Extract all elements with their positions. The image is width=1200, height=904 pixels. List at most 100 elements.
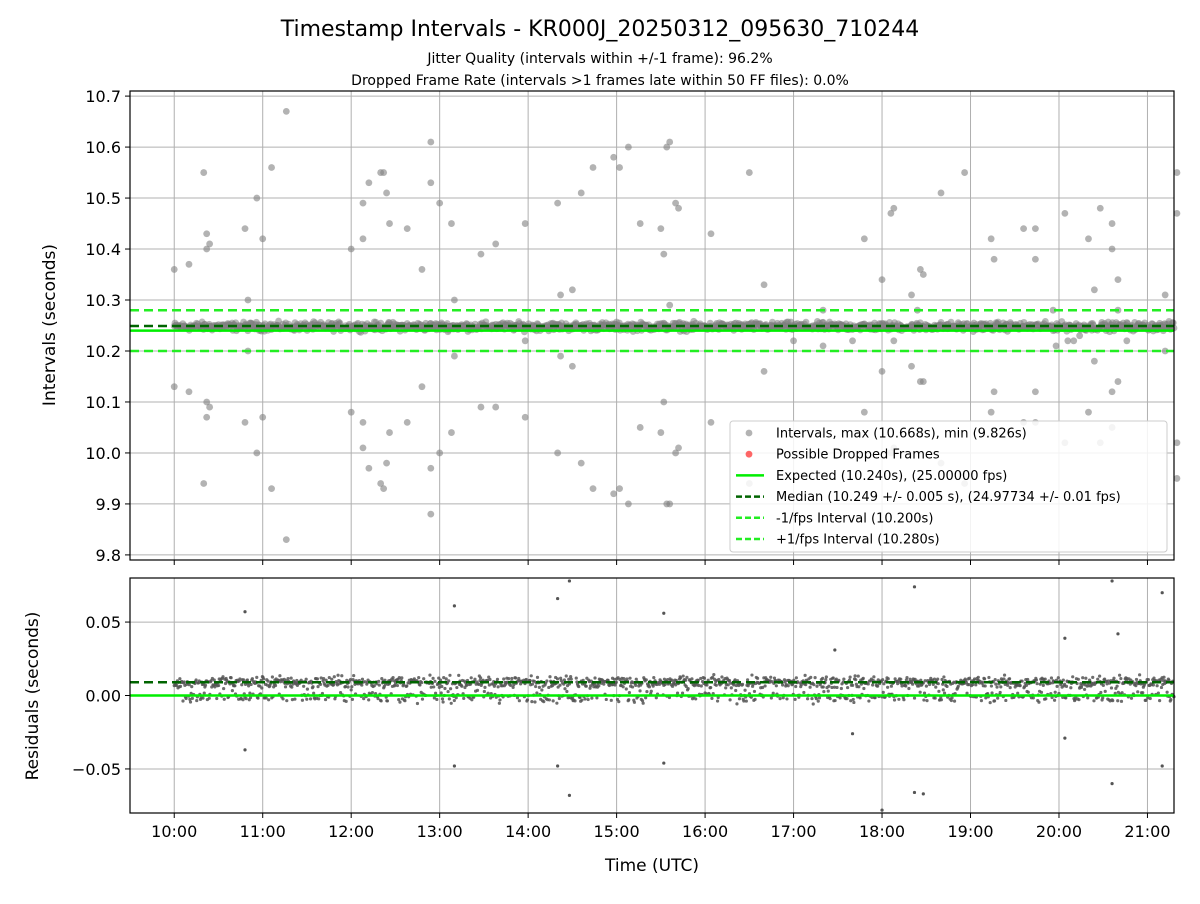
- residual-point: [573, 699, 577, 703]
- interval-point: [675, 204, 682, 212]
- residual-point: [1062, 682, 1067, 686]
- residual-point: [483, 685, 487, 689]
- residual-point: [1006, 683, 1010, 687]
- residual-point: [814, 697, 818, 701]
- residual-point: [540, 688, 544, 692]
- residual-point: [882, 682, 886, 686]
- residual-point: [908, 677, 912, 681]
- interval-point: [819, 342, 827, 350]
- residual-point: [488, 677, 492, 682]
- interval-point: [568, 362, 576, 370]
- residual-point: [1113, 691, 1117, 695]
- interval-point: [1169, 319, 1177, 327]
- residual-point: [535, 675, 540, 680]
- residual-point: [981, 680, 985, 684]
- residual-point: [899, 677, 903, 681]
- interval-point: [427, 138, 435, 146]
- residual-point: [318, 682, 323, 687]
- residual-point: [1055, 684, 1059, 688]
- residual-point: [460, 684, 464, 688]
- interval-point: [418, 383, 426, 391]
- interval-point: [745, 169, 753, 176]
- residual-point: [1160, 591, 1164, 595]
- residual-point: [1086, 696, 1090, 700]
- interval-point: [386, 429, 393, 436]
- residual-point: [652, 675, 656, 680]
- residual-point: [627, 690, 632, 695]
- residual-point: [987, 675, 991, 680]
- residual-point: [649, 689, 653, 693]
- residual-point: [482, 689, 486, 694]
- residual-point: [809, 675, 813, 679]
- residual-point: [440, 684, 444, 689]
- interval-point: [477, 250, 485, 258]
- residual-point: [999, 685, 1003, 689]
- residuals-y-ticks: −0.05 0.00 0.05: [72, 613, 130, 779]
- residual-point: [783, 680, 787, 684]
- residual-point: [831, 676, 835, 680]
- residual-point: [496, 685, 500, 689]
- residual-point: [447, 697, 451, 701]
- residual-point: [557, 696, 561, 701]
- residual-point: [1159, 685, 1164, 690]
- residual-point: [441, 700, 445, 704]
- residual-point: [363, 680, 367, 684]
- interval-point: [1090, 286, 1098, 294]
- residual-point: [524, 677, 528, 682]
- residual-point: [1165, 690, 1169, 694]
- interval-point: [436, 199, 444, 207]
- interval-point: [987, 408, 995, 416]
- residual-point: [1116, 632, 1120, 636]
- residual-point: [724, 686, 728, 690]
- legend-label: +1/fps Interval (10.280s): [776, 533, 940, 548]
- residual-point: [806, 697, 810, 701]
- interval-point: [990, 388, 998, 396]
- residual-point: [264, 696, 268, 700]
- residual-point: [609, 698, 613, 702]
- residual-point: [847, 678, 852, 682]
- residual-point: [1041, 683, 1045, 688]
- residual-point: [207, 696, 211, 700]
- interval-point: [916, 266, 924, 273]
- residual-point: [190, 696, 194, 700]
- residual-point: [911, 682, 915, 686]
- residual-point: [982, 677, 987, 681]
- residual-point: [866, 682, 870, 686]
- residual-point: [556, 764, 560, 768]
- residual-point: [537, 685, 541, 689]
- residual-point: [590, 696, 594, 700]
- interval-point: [878, 276, 886, 284]
- residual-point: [511, 685, 515, 689]
- residual-point: [510, 676, 514, 681]
- interval-point: [707, 230, 715, 238]
- interval-point: [1061, 209, 1069, 217]
- residual-point: [283, 685, 288, 689]
- residual-point: [178, 684, 183, 688]
- residual-point: [380, 676, 384, 681]
- residual-point: [323, 697, 328, 702]
- residual-point: [905, 675, 909, 680]
- interval-point: [589, 164, 597, 171]
- interval-point: [383, 459, 390, 467]
- residual-point: [327, 675, 331, 680]
- residual-point: [811, 702, 815, 706]
- interval-point: [1031, 388, 1039, 396]
- residual-point: [1118, 673, 1122, 677]
- residual-point: [188, 697, 192, 701]
- residual-point: [821, 685, 825, 689]
- residual-point: [595, 696, 599, 700]
- residual-point: [621, 685, 625, 689]
- residual-point: [632, 700, 637, 704]
- interval-point: [878, 367, 886, 375]
- interval-point: [282, 107, 290, 115]
- residual-point: [398, 700, 402, 704]
- interval-point: [636, 424, 644, 431]
- residual-point: [417, 676, 421, 680]
- residual-point: [1049, 676, 1054, 680]
- interval-point: [849, 337, 856, 345]
- residual-point: [567, 793, 572, 797]
- residual-point: [816, 699, 820, 703]
- interval-point: [206, 240, 214, 248]
- residual-point: [873, 696, 877, 700]
- residual-point: [624, 687, 628, 691]
